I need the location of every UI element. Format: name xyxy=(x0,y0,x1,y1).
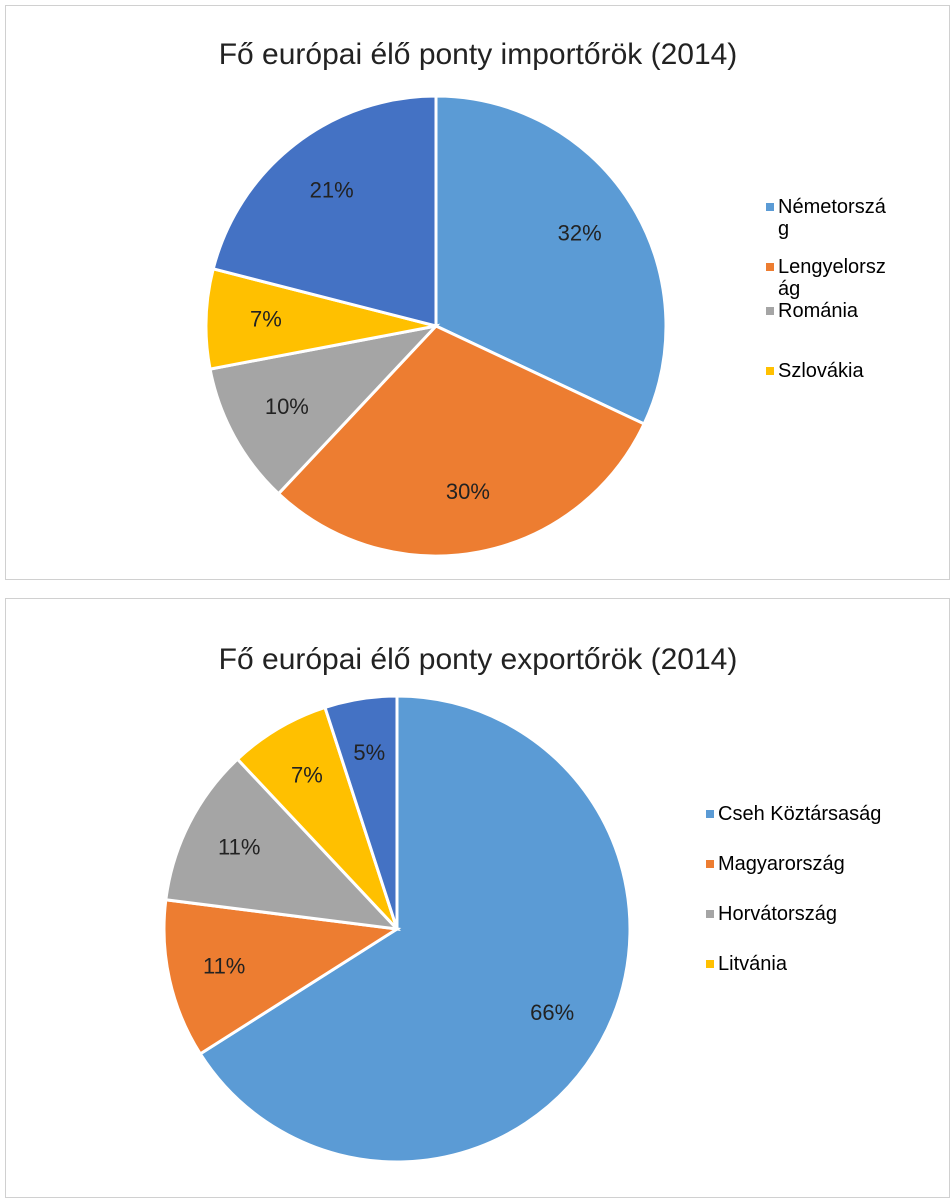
legend-label: Litvánia xyxy=(718,953,787,975)
chart-panel: Fő európai élő ponty importőrök (2014) 32… xyxy=(5,5,950,580)
pie-slice xyxy=(208,323,441,496)
pie-slice xyxy=(164,757,401,932)
data-label: 5% xyxy=(353,740,385,765)
legend-item: Lengyelország xyxy=(766,256,886,300)
data-label: 11% xyxy=(203,953,245,978)
data-label: 7% xyxy=(291,762,323,787)
chart-title: Fő európai élő ponty exportőrök (2014) xyxy=(219,643,738,676)
data-label: 30% xyxy=(446,479,490,504)
legend-swatch xyxy=(766,367,774,375)
legend-label: Horvátország xyxy=(718,903,837,925)
pie-slice xyxy=(198,694,632,1164)
legend-swatch xyxy=(766,307,774,315)
legend: Cseh Köztársaság Magyarország Horvátország… xyxy=(706,803,896,975)
pie-slice xyxy=(323,694,399,930)
chart: Fő európai élő ponty exportőrök (2014) 66… xyxy=(162,643,738,1164)
legend: Németország Lengyelország Románia Szlovákia xyxy=(766,196,886,382)
legend-item: Cseh Köztársaság xyxy=(706,803,896,825)
legend-swatch xyxy=(766,263,774,271)
data-label: 7% xyxy=(250,306,282,331)
legend-swatch xyxy=(706,960,714,968)
pie-slice xyxy=(276,324,647,558)
legend-item: Magyarország xyxy=(706,853,896,875)
legend-item: Horvátország xyxy=(706,903,896,925)
legend-label: Románia xyxy=(778,300,859,322)
data-label: 11% xyxy=(218,834,260,859)
page: Fő európai élő ponty importőrök (2014) 32… xyxy=(5,5,950,1198)
pie-slice xyxy=(211,94,438,328)
data-label: 21% xyxy=(310,177,354,202)
legend-swatch xyxy=(706,910,714,918)
legend-label: Németország xyxy=(778,196,886,240)
pie-slice xyxy=(204,266,437,371)
legend-label: Cseh Köztársaság xyxy=(718,803,882,825)
chart-panel: Fő európai élő ponty exportőrök (2014) 66… xyxy=(5,598,950,1198)
legend-item: Litvánia xyxy=(706,953,896,975)
legend-swatch xyxy=(706,810,714,818)
legend-item: Románia xyxy=(766,300,886,322)
legend-label: Lengyelország xyxy=(778,256,886,300)
chart-title: Fő európai élő ponty importőrök (2014) xyxy=(219,38,738,71)
chart: Fő európai élő ponty importőrök (2014) 32… xyxy=(204,38,738,558)
legend-swatch xyxy=(706,860,714,868)
legend-swatch xyxy=(766,203,774,211)
pie-slice xyxy=(434,94,668,426)
data-label: 10% xyxy=(265,394,309,419)
legend-label: Szlovákia xyxy=(778,360,864,382)
legend-label: Magyarország xyxy=(718,853,845,875)
legend-item: Szlovákia xyxy=(766,360,886,382)
pie-slice xyxy=(235,705,399,931)
pie-slice xyxy=(162,898,402,1056)
data-label: 32% xyxy=(558,221,602,246)
data-label: 66% xyxy=(530,1000,574,1025)
legend-item: Németország xyxy=(766,196,886,240)
